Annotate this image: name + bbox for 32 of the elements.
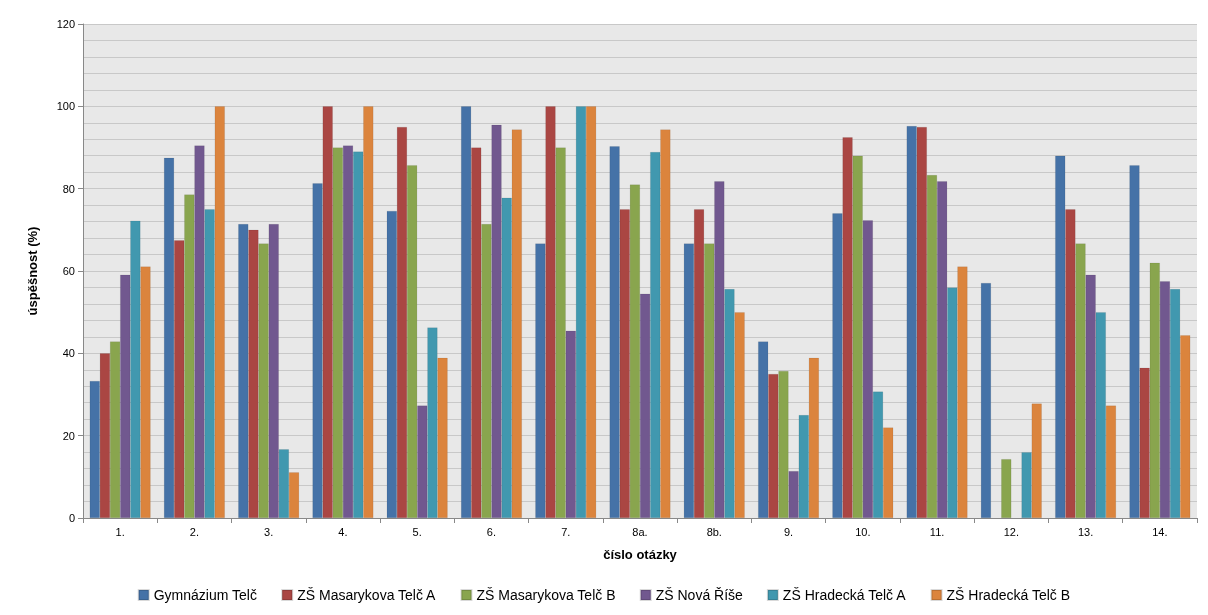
legend-label: ZŠ Hradecká Telč B <box>946 587 1071 603</box>
x-tick-label: 13. <box>1077 525 1094 538</box>
x-tick-label: 6. <box>486 525 497 538</box>
x-tick-label: 11. <box>929 525 945 538</box>
x-axis-title: číslo otázky <box>603 547 678 562</box>
y-tick-label: 0 <box>68 512 75 524</box>
x-tick-label: 9. <box>783 525 794 538</box>
x-tick-label: 3. <box>264 525 274 538</box>
legend-label: ZŠ Masarykova Telč B <box>476 587 616 603</box>
y-tick-label: 60 <box>62 265 75 277</box>
y-tick-label: 80 <box>62 182 75 195</box>
y-tick-label: 120 <box>56 18 75 30</box>
x-tick-label: 10. <box>855 525 871 538</box>
x-tick-label: 12. <box>1003 525 1019 538</box>
x-tick-label: 14. <box>1152 525 1168 538</box>
legend-label: ZŠ Hradecká Telč A <box>782 587 907 603</box>
y-tick-label: 100 <box>56 100 75 113</box>
y-axis-title: úspěšnost (%) <box>25 226 40 316</box>
y-tick-label: 20 <box>62 429 75 442</box>
bar <box>980 282 992 518</box>
bar <box>1001 459 1012 518</box>
x-tick-label: 5. <box>412 525 422 538</box>
x-tick-label: 1. <box>115 525 125 538</box>
legend-label: ZŠ Nová Říše <box>655 587 744 603</box>
x-tick-label: 8b. <box>706 525 722 538</box>
y-tick-label: 40 <box>62 347 75 360</box>
legend-label: Gymnázium Telč <box>153 587 257 603</box>
legend-label: ZŠ Masarykova Telč A <box>297 587 437 603</box>
x-tick-label: 2. <box>189 525 199 538</box>
x-tick-label: 4. <box>338 525 348 538</box>
x-tick-label: 8a. <box>632 525 648 538</box>
x-tick-label: 7. <box>561 525 571 538</box>
